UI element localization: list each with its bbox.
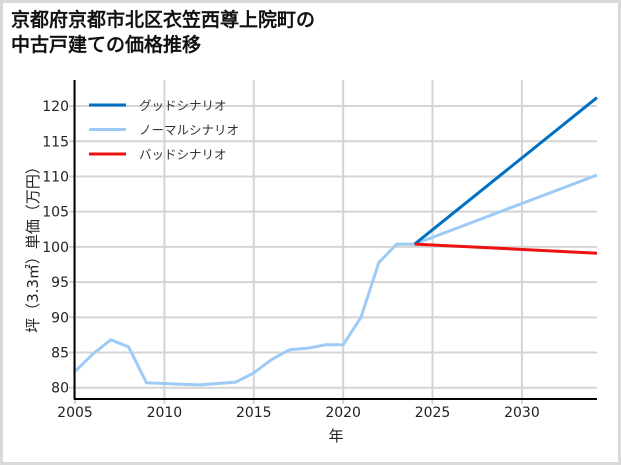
series-line: [413, 96, 598, 246]
y-tick-label: 120: [42, 99, 69, 115]
data-series: [73, 96, 598, 387]
x-tick-label: 2020: [325, 405, 361, 421]
chart-title-line-2: 中古戸建ての価格推移: [11, 34, 202, 56]
y-tick-label: 95: [51, 275, 69, 291]
series-line: [73, 173, 598, 387]
series-line: [414, 242, 598, 255]
x-tick-label: 2015: [236, 405, 272, 421]
y-axis-label: 坪（3.3㎡）単価（万円）: [24, 159, 42, 333]
x-tick-label: 2005: [57, 405, 93, 421]
y-tick-label: 110: [42, 169, 69, 185]
x-tick-label: 2025: [415, 405, 451, 421]
chart-title: 京都府京都市北区衣笠西尊上院町の 中古戸建ての価格推移: [11, 8, 315, 58]
legend-label: ノーマルシナリオ: [139, 123, 239, 138]
y-tick-labels: 80 85 90 95 100 105 110 115 120: [42, 99, 69, 397]
x-tick-label: 2010: [147, 405, 183, 421]
x-tick-label: 2030: [504, 405, 540, 421]
legend-label: バッドシナリオ: [139, 147, 227, 162]
y-tick-label: 115: [42, 134, 69, 150]
x-tick-labels: 2005 2010 2015 2020 2025 2030: [57, 405, 540, 421]
y-tick-label: 100: [42, 240, 69, 256]
axes: [73, 80, 597, 400]
y-tick-label: 105: [42, 205, 69, 221]
x-axis-label: 年: [328, 427, 343, 445]
y-tick-label: 80: [51, 381, 69, 397]
y-tick-label: 85: [51, 346, 69, 362]
legend-label: グッドシナリオ: [139, 98, 227, 113]
chart-title-line-1: 京都府京都市北区衣笠西尊上院町の: [11, 9, 316, 31]
y-tick-label: 90: [51, 310, 69, 326]
